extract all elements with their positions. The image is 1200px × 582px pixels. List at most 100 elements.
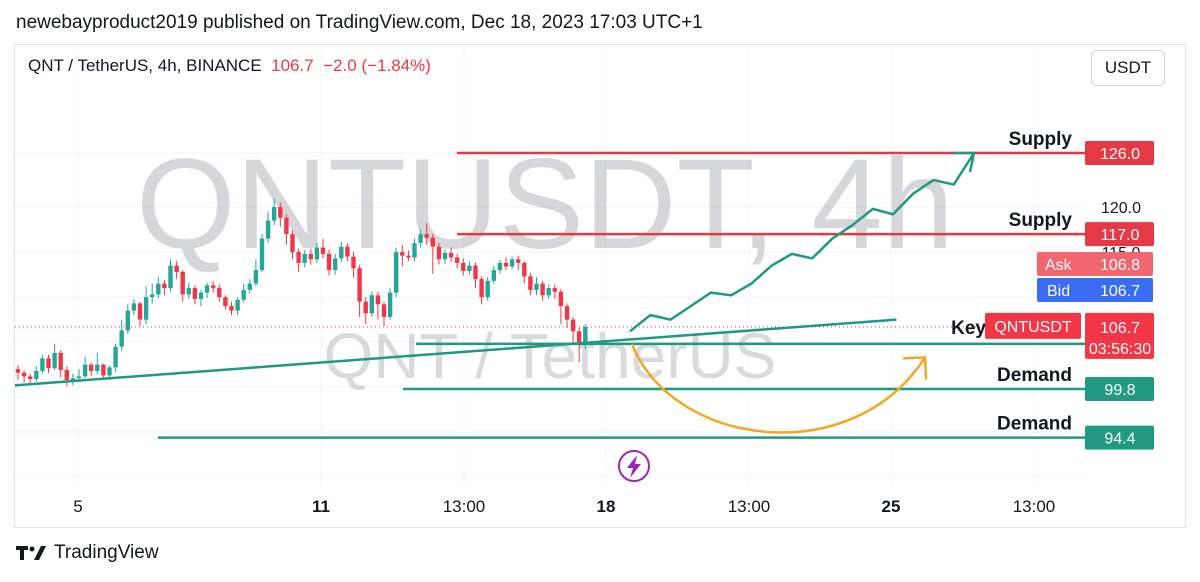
candle-body — [89, 364, 94, 371]
candle-body — [15, 369, 21, 373]
candle-body — [308, 253, 313, 260]
tradingview-logo-icon — [16, 546, 46, 560]
candle-body — [150, 294, 155, 298]
candle-body — [577, 331, 582, 344]
candle-body — [491, 270, 496, 281]
candle-body — [357, 268, 362, 302]
bar-countdown: 03:56:30 — [1089, 341, 1151, 358]
forecast-curve — [630, 343, 927, 434]
candle-body — [467, 265, 472, 271]
candle-body — [64, 370, 69, 380]
bid-value: 106.7 — [1100, 283, 1140, 300]
candle-body — [400, 252, 405, 256]
level-label: Supply — [1009, 210, 1073, 231]
last-price-tag — [1085, 312, 1154, 359]
candle-body — [546, 288, 551, 296]
candle-body — [143, 297, 149, 320]
candle-body — [387, 292, 393, 317]
ask-value: 106.8 — [1100, 257, 1140, 274]
candle-body — [211, 285, 216, 289]
candle-body — [528, 276, 533, 290]
candle-body — [259, 238, 265, 271]
forecast-path — [629, 152, 976, 333]
level-price-label: 94.4 — [1104, 431, 1135, 448]
candle-body — [369, 295, 374, 314]
candle-body — [430, 237, 435, 247]
ask-tag — [1037, 252, 1153, 276]
symbol-tag-label: QNTUSDT — [994, 319, 1072, 336]
candle-body — [40, 358, 45, 371]
lightning-icon-bolt — [627, 455, 641, 478]
candle-body — [326, 253, 332, 271]
x-tick-label: 18 — [597, 497, 616, 516]
symbol-change: −2.0 (−1.84%) — [323, 56, 431, 75]
candle-body — [296, 252, 301, 263]
candle-body — [516, 259, 521, 263]
candle-body — [82, 364, 88, 377]
level-price-tag — [1085, 376, 1154, 401]
candle-body — [302, 253, 307, 263]
candle-body — [278, 207, 283, 218]
candle-body — [418, 234, 423, 244]
chart-frame[interactable] — [14, 44, 1186, 528]
candle-body — [168, 265, 173, 289]
candle-body — [455, 257, 460, 263]
x-tick-label: 13:00 — [443, 497, 486, 516]
candle-body — [265, 220, 271, 239]
symbol-tag — [985, 312, 1081, 339]
candle-body — [406, 255, 411, 258]
currency-button[interactable]: USDT — [1091, 50, 1165, 86]
level-price-tag — [1085, 222, 1154, 247]
level-label: Supply — [1009, 129, 1073, 150]
candle-body — [381, 304, 387, 317]
candle-body — [137, 303, 143, 320]
level-price-label: 126.0 — [1100, 146, 1140, 163]
candle-body — [95, 364, 100, 371]
candle-body — [229, 306, 234, 311]
candle-body — [156, 283, 161, 295]
candle-body — [534, 283, 539, 290]
level-price-label: 117.0 — [1101, 227, 1140, 244]
symbol-price: 106.7 — [271, 56, 314, 75]
candle-body — [198, 292, 204, 299]
candle-body — [570, 319, 576, 332]
candle-body — [192, 288, 198, 299]
candle-body — [284, 217, 289, 235]
candle-body — [52, 352, 57, 369]
bid-tag — [1037, 278, 1153, 302]
candle-body — [180, 271, 185, 295]
candle-body — [333, 258, 338, 271]
candle-body — [58, 352, 63, 371]
candle-body — [351, 256, 356, 269]
level-label: Demand — [997, 414, 1072, 435]
x-tick-label: 5 — [73, 497, 82, 516]
candle-body — [345, 246, 350, 257]
candle-body — [70, 378, 76, 380]
level-price-tag — [1085, 141, 1154, 166]
candle-body — [485, 280, 490, 298]
candle-body — [107, 367, 112, 376]
candle-body — [272, 207, 277, 221]
candle-body — [552, 288, 557, 292]
watermark-symbol: QNTUSDT, 4h — [136, 133, 954, 276]
candle-body — [186, 288, 191, 295]
footer: TradingView — [16, 542, 159, 564]
footer-brand: TradingView — [54, 542, 159, 563]
level-label: Key — [951, 318, 986, 339]
x-tick-label: 13:00 — [728, 497, 771, 516]
candle-body — [76, 376, 82, 379]
candle-body — [241, 289, 246, 300]
forecast-curve-arrowhead — [902, 356, 928, 380]
candle-body — [522, 262, 527, 277]
symbol-info[interactable]: QNT / TetherUS, 4h, BINANCE 106.7 −2.0 (… — [28, 56, 431, 76]
trendline — [14, 318, 897, 387]
candle-body — [113, 346, 118, 368]
candle-body — [473, 265, 478, 280]
candle-body — [540, 283, 545, 296]
candle-body — [101, 364, 106, 376]
x-tick-label: 25 — [882, 497, 901, 516]
candle-body — [34, 370, 39, 380]
candle-body — [479, 279, 484, 298]
candle-body — [125, 310, 130, 331]
